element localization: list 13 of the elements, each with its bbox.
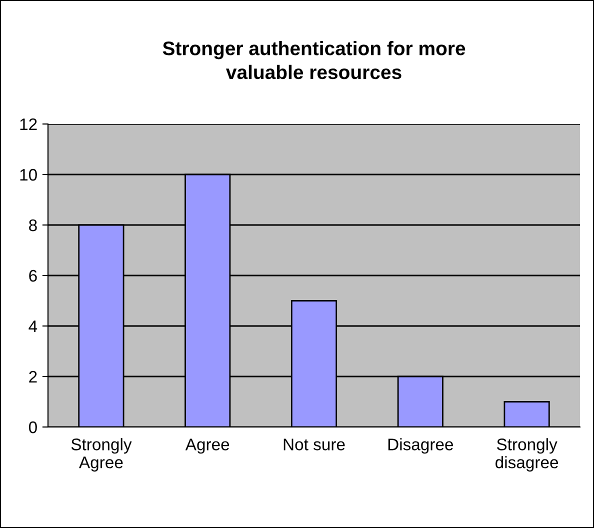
x-tick-label: Disagree <box>388 438 454 454</box>
y-tick-label: 12 <box>20 118 37 130</box>
x-tick-label: Strongly Agree <box>71 438 132 472</box>
y-tick-label: 4 <box>28 320 38 332</box>
chart-title: Stronger authentication for more valuable resources <box>162 41 466 80</box>
y-tick-label: 0 <box>28 421 37 434</box>
x-tick-label: Not sure <box>284 438 345 450</box>
x-tick-label: Strongly disagree <box>496 438 558 472</box>
y-tick-label: 2 <box>29 370 37 383</box>
y-tick-label: 6 <box>29 270 37 282</box>
y-tick-label: 8 <box>29 219 37 232</box>
x-tick-label: Agree <box>185 438 230 454</box>
y-tick-label: 10 <box>20 168 37 181</box>
